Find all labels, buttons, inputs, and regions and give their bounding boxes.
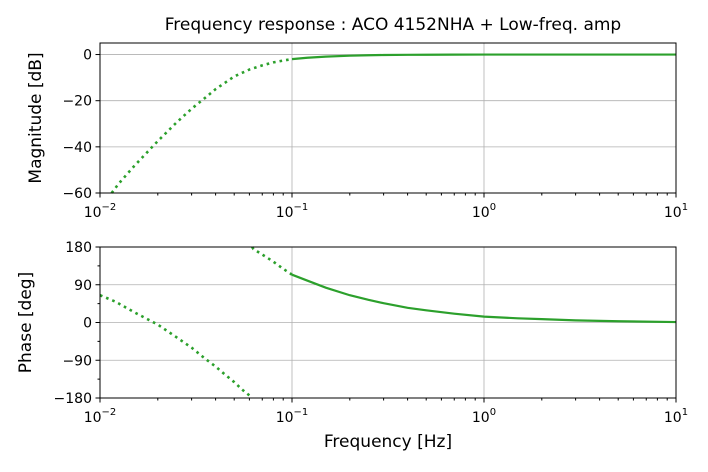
- phase-y-tick-label: 90: [74, 278, 92, 294]
- phase-dotted-series-line: [251, 246, 293, 276]
- phase-x-tick-base: 10: [84, 410, 102, 426]
- magnitude-dotted-series-line: [110, 57, 293, 194]
- phase-x-tick-label: 10−2: [84, 407, 117, 426]
- phase-x-tick-label: 100: [472, 407, 496, 426]
- magnitude-x-tick-label: 10−2: [84, 202, 117, 221]
- magnitude-y-tick-label: −60: [62, 186, 92, 202]
- magnitude-x-tick-exponent: −1: [294, 202, 309, 213]
- chart-title: Frequency response : ACO 4152NHA + Low-f…: [165, 15, 621, 35]
- phase-x-tick-exponent: −1: [294, 407, 309, 418]
- magnitude-x-tick-base: 10: [276, 205, 294, 221]
- phase-x-tick-exponent: −2: [102, 407, 117, 418]
- phase-y-tick-label: −180: [54, 391, 92, 407]
- phase-x-tick-label: 101: [664, 407, 688, 426]
- phase-y-tick-label: −90: [62, 353, 92, 369]
- phase-x-tick-base: 10: [664, 410, 682, 426]
- magnitude-y-tick-label: −40: [62, 140, 92, 156]
- magnitude-x-tick-label: 101: [664, 202, 688, 221]
- phase-x-tick-exponent: 1: [682, 407, 688, 418]
- magnitude-x-tick-label: 10−1: [276, 202, 309, 221]
- phase-dotted-series-line: [99, 294, 254, 399]
- phase-solid-series-line: [291, 273, 677, 324]
- magnitude-x-tick-label: 100: [472, 202, 496, 221]
- magnitude-x-tick-exponent: 0: [490, 202, 496, 213]
- magnitude-plot-frame: [99, 42, 677, 194]
- magnitude-y-tick-label: 0: [83, 48, 92, 64]
- magnitude-y-axis-label: Magnitude [dB]: [26, 52, 46, 183]
- phase-y-tick-label: 180: [65, 240, 92, 256]
- magnitude-y-tick-label: −20: [62, 94, 92, 110]
- phase-y-axis-label: Phase [deg]: [16, 272, 36, 373]
- magnitude-x-tick-base: 10: [664, 205, 682, 221]
- magnitude-solid-series-line: [291, 53, 676, 61]
- magnitude-x-tick-base: 10: [84, 205, 102, 221]
- phase-x-tick-base: 10: [472, 410, 490, 426]
- phase-x-tick-label: 10−1: [276, 407, 309, 426]
- magnitude-x-tick-exponent: 1: [682, 202, 688, 213]
- phase-x-tick-exponent: 0: [490, 407, 496, 418]
- phase-x-tick-base: 10: [276, 410, 294, 426]
- phase-y-tick-label: 0: [83, 316, 92, 332]
- phase-x-axis-label: Frequency [Hz]: [324, 432, 452, 452]
- magnitude-x-tick-exponent: −2: [102, 202, 117, 213]
- magnitude-x-tick-base: 10: [472, 205, 490, 221]
